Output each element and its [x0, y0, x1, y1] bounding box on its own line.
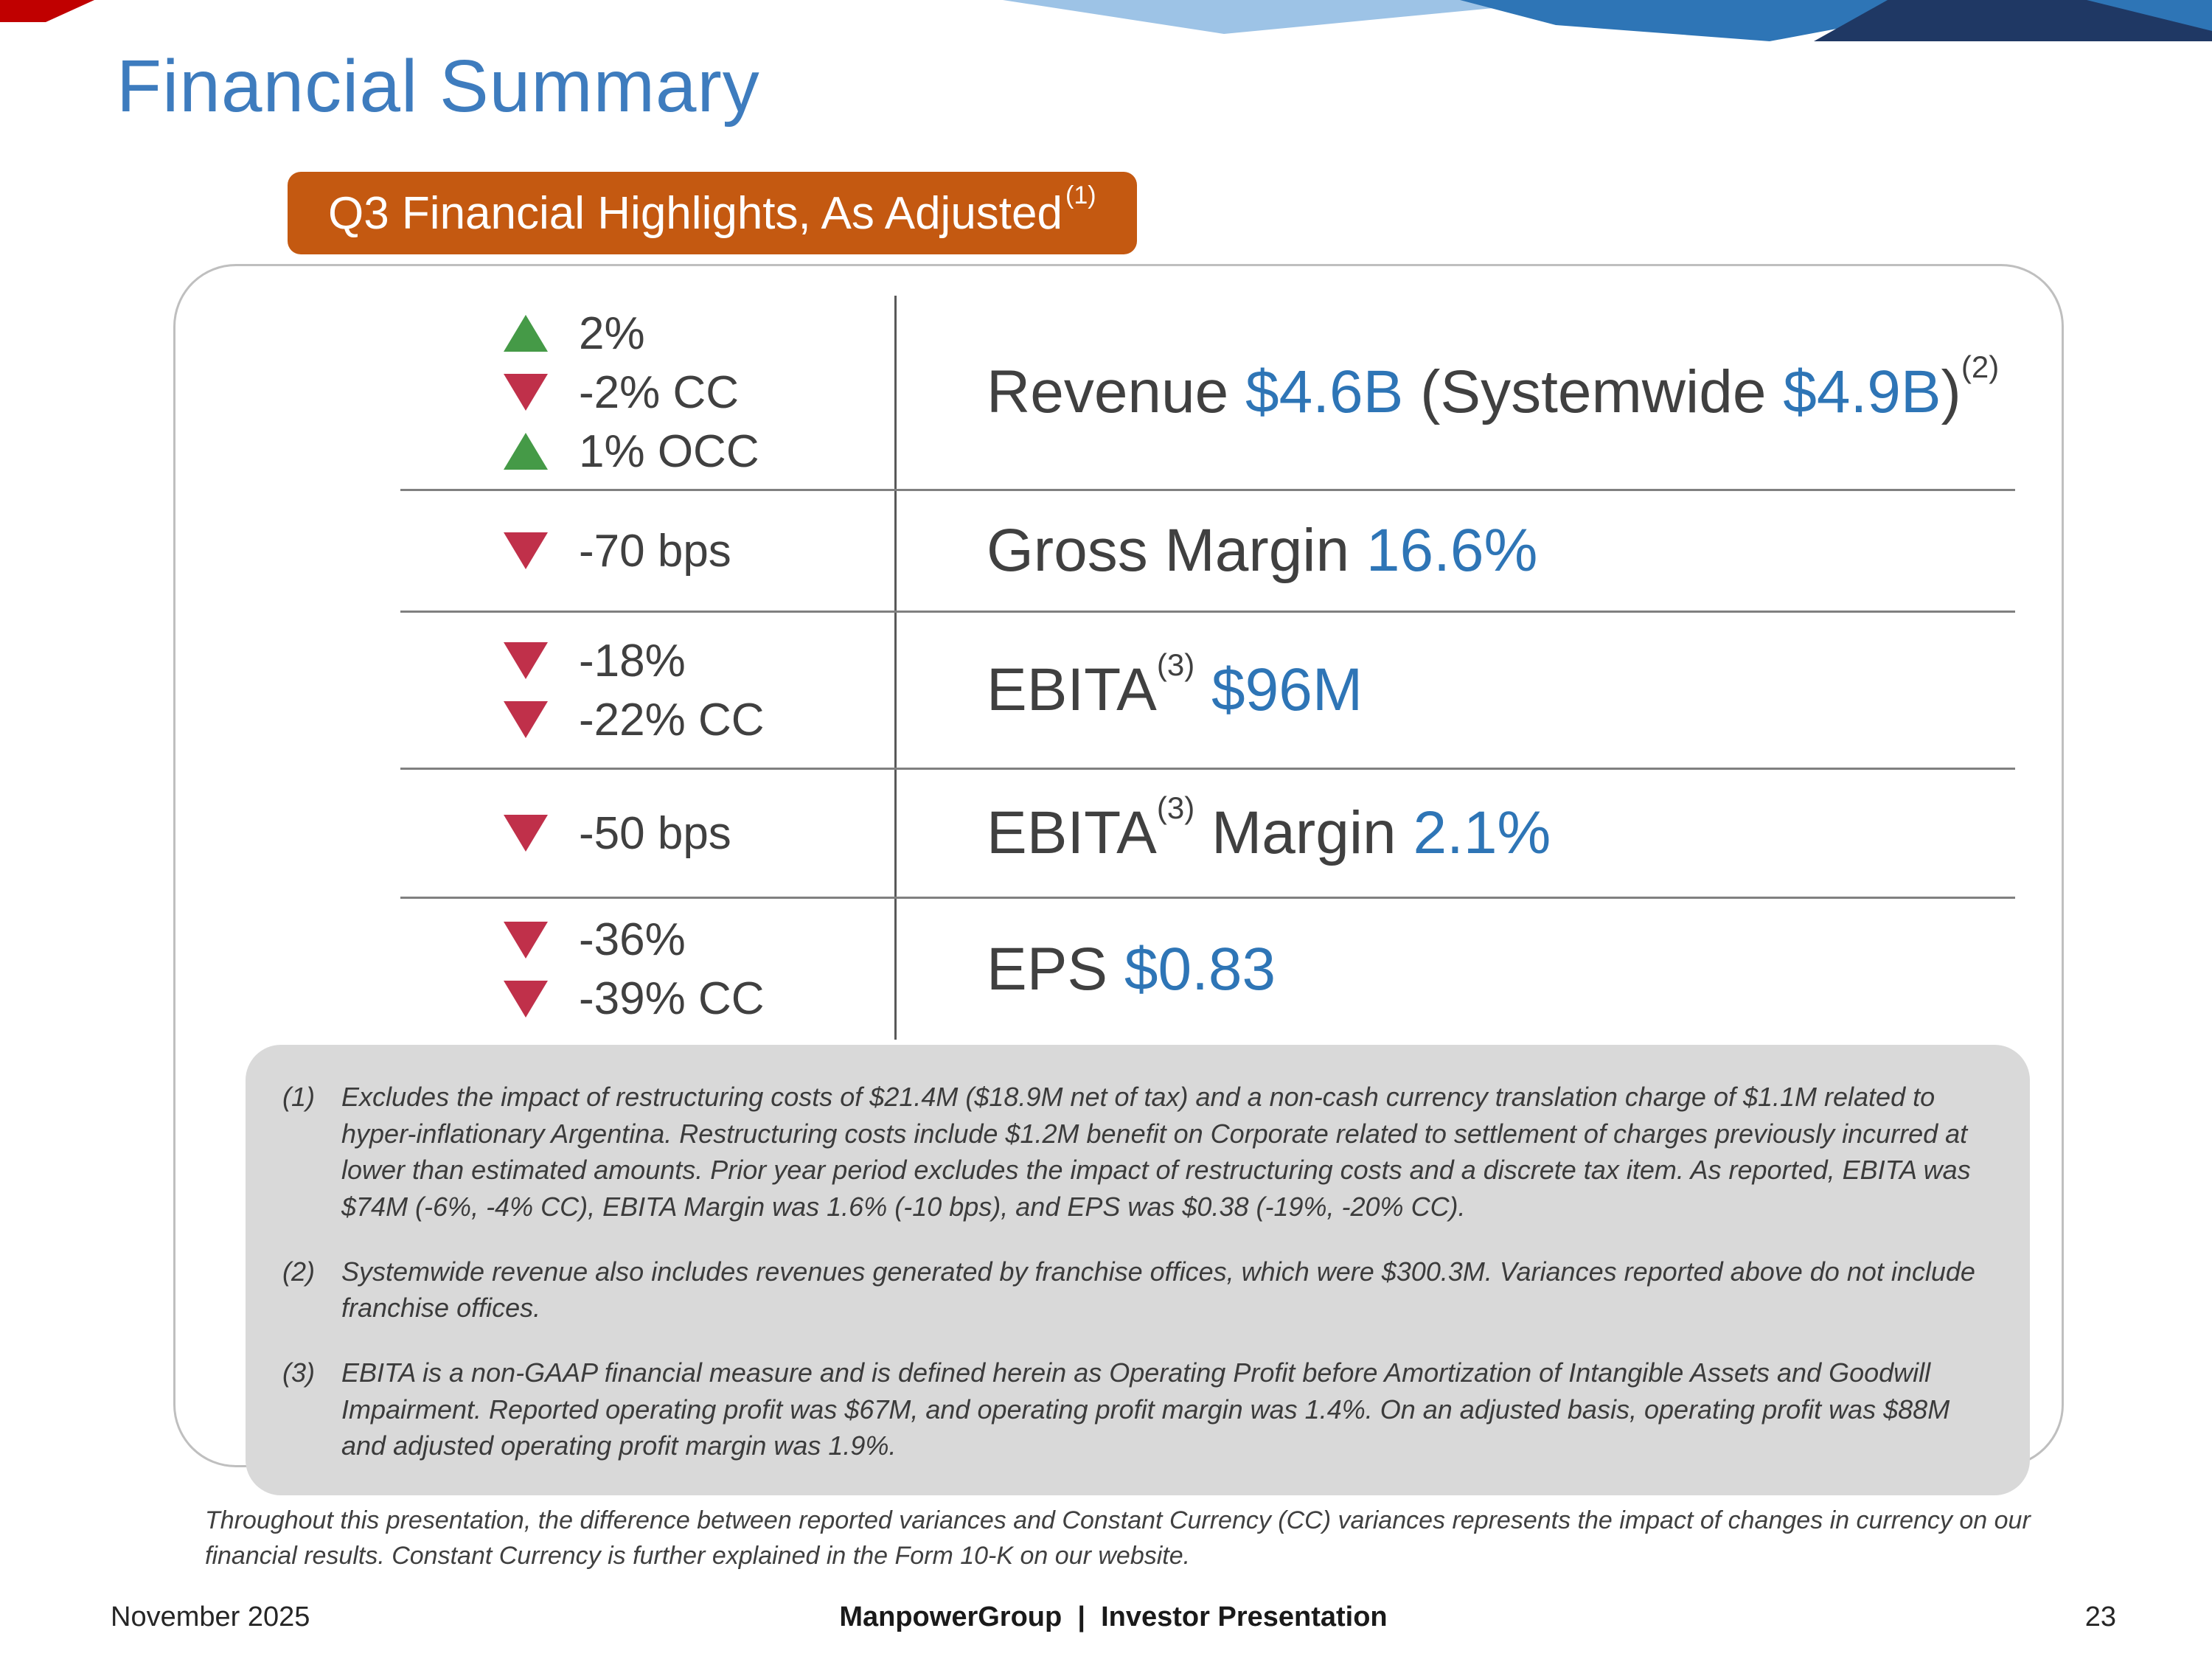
metric-value: 16.6% [1366, 517, 1538, 584]
banner-midblue-shape [1460, 0, 1991, 41]
highlights-panel: 2% -2% CC 1% OCC Revenue $4.6B (Systemwi… [173, 264, 2064, 1496]
footnote-item: (1) Excludes the impact of restructuring… [282, 1079, 1987, 1225]
variance-line: -36% [400, 911, 894, 970]
metric-text: Revenue [987, 358, 1246, 425]
down-triangle-icon [504, 980, 548, 1018]
table-row-ebita-margin: -50 bps EBITA (3) Margin 2.1% [400, 768, 2015, 897]
metric-text: Margin [1194, 799, 1413, 866]
metric-value: $0.83 [1124, 935, 1276, 1003]
variance-label: -36% [579, 914, 686, 965]
page-title: Financial Summary [116, 45, 760, 128]
metric-cell: Revenue $4.6B (Systemwide $4.9B) (2) [897, 296, 2015, 489]
variance-line: -2% CC [400, 363, 894, 422]
variance-cell: -70 bps [400, 491, 897, 611]
footnote-number: (2) [282, 1256, 315, 1287]
metric-value: $4.6B [1245, 358, 1404, 425]
footnote-number: (1) [282, 1082, 315, 1112]
metrics-table: 2% -2% CC 1% OCC Revenue $4.6B (Systemwi… [400, 296, 2015, 1040]
up-triangle-icon [504, 315, 548, 352]
footnotes-box: (1) Excludes the impact of restructuring… [246, 1045, 2030, 1496]
variance-line: -18% [400, 631, 894, 690]
variance-label: -18% [579, 635, 686, 686]
currency-disclaimer: Throughout this presentation, the differ… [205, 1506, 2031, 1571]
down-triangle-icon [504, 642, 548, 679]
variance-cell: -36% -39% CC [400, 899, 897, 1040]
variance-label: 2% [579, 307, 645, 359]
up-triangle-icon [504, 433, 548, 470]
metric-value: 2.1% [1413, 799, 1551, 866]
variance-label: -39% CC [579, 973, 765, 1024]
metric-cell: Gross Margin 16.6% [897, 491, 2015, 611]
footnote-text: EBITA is a non-GAAP financial measure an… [341, 1357, 1950, 1461]
down-triangle-icon [504, 815, 548, 852]
footer-page-number: 23 [2084, 1601, 2116, 1632]
metric-value: $96M [1194, 656, 1363, 723]
variance-label: -22% CC [579, 694, 765, 745]
footer-presentation-title: ManpowerGroup | Investor Presentation [839, 1601, 1388, 1632]
variance-line: 2% [400, 304, 894, 363]
footnote-ref: (3) [1156, 790, 1195, 825]
variance-label: -50 bps [579, 807, 731, 859]
table-row-revenue: 2% -2% CC 1% OCC Revenue $4.6B (Systemwi… [400, 296, 2015, 489]
footnote-ref: (2) [1961, 349, 2000, 384]
metric-text: EPS [987, 935, 1124, 1003]
slide-footer: November 2025 ManpowerGroup | Investor P… [111, 1601, 2116, 1633]
metric-text: Gross Margin [987, 517, 1366, 584]
variance-label: 1% OCC [579, 425, 759, 477]
metric-cell: EPS $0.83 [897, 899, 2015, 1040]
down-triangle-icon [504, 701, 548, 738]
banner-red-shape [0, 0, 94, 22]
metric-text: EBITA [987, 656, 1157, 723]
footer-date: November 2025 [111, 1601, 310, 1632]
top-banner-decoration [0, 0, 2212, 41]
metric-text: EBITA [987, 799, 1157, 866]
variance-cell: 2% -2% CC 1% OCC [400, 296, 897, 489]
footnote-ref: (3) [1156, 647, 1195, 682]
variance-cell: -50 bps [400, 770, 897, 897]
badge-footnote-ref: (1) [1065, 181, 1096, 209]
banner-navy-shape [1814, 0, 2212, 41]
metric-cell: EBITA (3) $96M [897, 613, 2015, 768]
metric-text: (Systemwide [1403, 358, 1784, 425]
table-row-eps: -36% -39% CC EPS $0.83 [400, 897, 2015, 1040]
metric-text: ) [1941, 358, 1961, 425]
down-triangle-icon [504, 532, 548, 569]
footnote-text: Excludes the impact of restructuring cos… [341, 1082, 1971, 1222]
table-row-ebita: -18% -22% CC EBITA (3) $96M [400, 611, 2015, 768]
metric-cell: EBITA (3) Margin 2.1% [897, 770, 2015, 897]
variance-label: -2% CC [579, 366, 740, 418]
metric-value: $4.9B [1783, 358, 1941, 425]
badge-label: Q3 Financial Highlights, As Adjusted [328, 187, 1062, 239]
variance-label: -70 bps [579, 525, 731, 577]
footnote-text: Systemwide revenue also includes revenue… [341, 1256, 1975, 1324]
footnote-item: (3) EBITA is a non-GAAP financial measur… [282, 1354, 1987, 1464]
banner-accent-shape [2087, 0, 2212, 31]
variance-line: 1% OCC [400, 422, 894, 481]
variance-line: -22% CC [400, 690, 894, 749]
table-row-gross-margin: -70 bps Gross Margin 16.6% [400, 489, 2015, 611]
banner-lightblue-shape [1003, 0, 1578, 34]
variance-line: -39% CC [400, 970, 894, 1029]
variance-cell: -18% -22% CC [400, 613, 897, 768]
down-triangle-icon [504, 374, 548, 411]
down-triangle-icon [504, 921, 548, 959]
variance-line: -70 bps [400, 521, 894, 580]
variance-line: -50 bps [400, 804, 894, 863]
footnote-number: (3) [282, 1357, 315, 1388]
footnote-item: (2) Systemwide revenue also includes rev… [282, 1253, 1987, 1326]
section-badge: Q3 Financial Highlights, As Adjusted (1) [288, 172, 1137, 254]
